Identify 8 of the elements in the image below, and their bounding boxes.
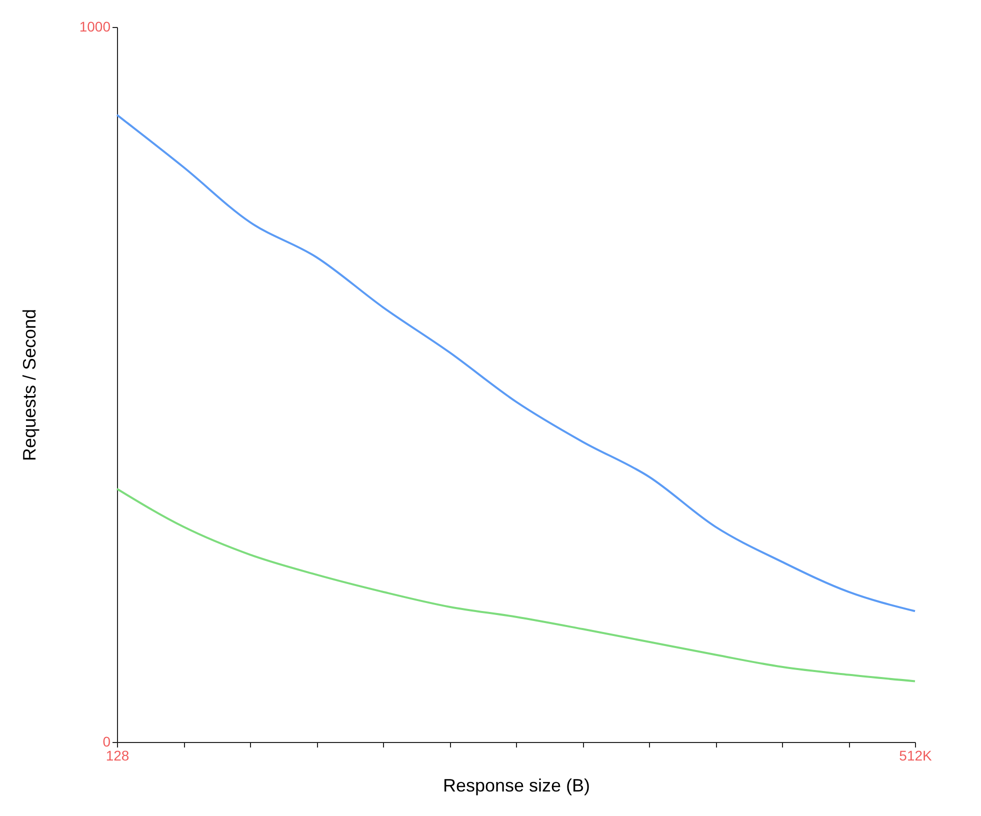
y-tick-label: 0: [102, 734, 111, 750]
y-tick-label: 1000: [79, 18, 111, 34]
x-axis-title: Response size (B): [442, 776, 590, 796]
line-series: [116, 114, 916, 612]
x-tick-label: 512K: [899, 748, 933, 764]
line-series: [116, 488, 916, 682]
x-tick-label: 128: [106, 748, 130, 764]
y-axis-title: Requests / Second: [19, 308, 40, 462]
